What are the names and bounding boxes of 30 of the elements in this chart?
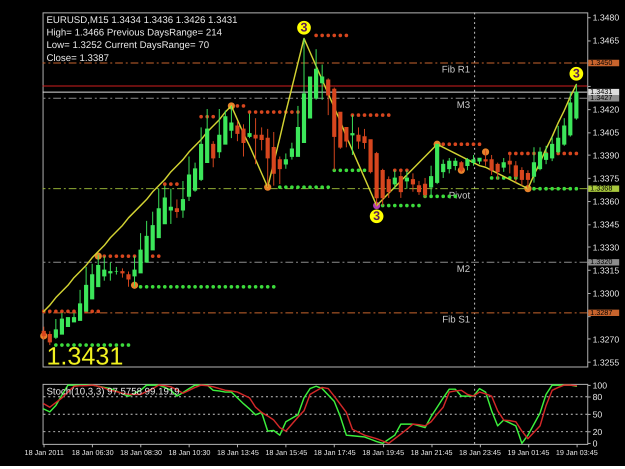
y-tick-label: 1.3315	[592, 265, 620, 276]
y-tick-label: 1.3360	[592, 196, 620, 206]
ref-line-label: M2	[456, 264, 470, 275]
annotation: 3	[300, 20, 308, 35]
ref-line-label: Fib S1	[442, 314, 470, 326]
y-tick-label: 1.3405	[592, 127, 620, 138]
y-tick-label: 1.3375	[592, 173, 620, 184]
annotation: Low= 1.3252 Current DaysRange= 70	[46, 40, 210, 52]
y-tick-label: 1.3300	[592, 288, 620, 298]
y-tick-label: 80	[592, 392, 602, 402]
y-tick-label: 1.3330	[592, 242, 620, 252]
y-tick-label: 1.3465	[592, 35, 620, 46]
y-tick-label: 0	[592, 438, 598, 449]
y-tick-label: 1.3480	[592, 12, 620, 22]
y-tick-label: 1.3420	[592, 104, 620, 114]
ref-line-label: Fib R1	[442, 64, 470, 76]
y-tick-label: 1.3345	[592, 219, 620, 230]
annotation: 1.3431	[46, 342, 124, 371]
annotation: 3	[373, 209, 380, 224]
y-tick-label: 50	[592, 410, 602, 420]
annotation: 3	[572, 66, 580, 81]
y-tick-label: 1.3390	[592, 150, 620, 160]
y-tick-label: 1.3255	[592, 357, 620, 368]
y-tick-label: 100	[592, 380, 608, 390]
y-tick-label: 20	[592, 427, 602, 438]
chart-title: EURUSD,M15 1.3434 1.3436 1.3426 1.3431	[46, 15, 238, 26]
y-tick-label: 1.3270	[592, 334, 620, 344]
ref-line-label: M3	[456, 100, 470, 111]
annotation: High= 1.3466 Previous DaysRange= 214	[46, 28, 223, 39]
annotation: Close= 1.3387	[46, 52, 109, 64]
